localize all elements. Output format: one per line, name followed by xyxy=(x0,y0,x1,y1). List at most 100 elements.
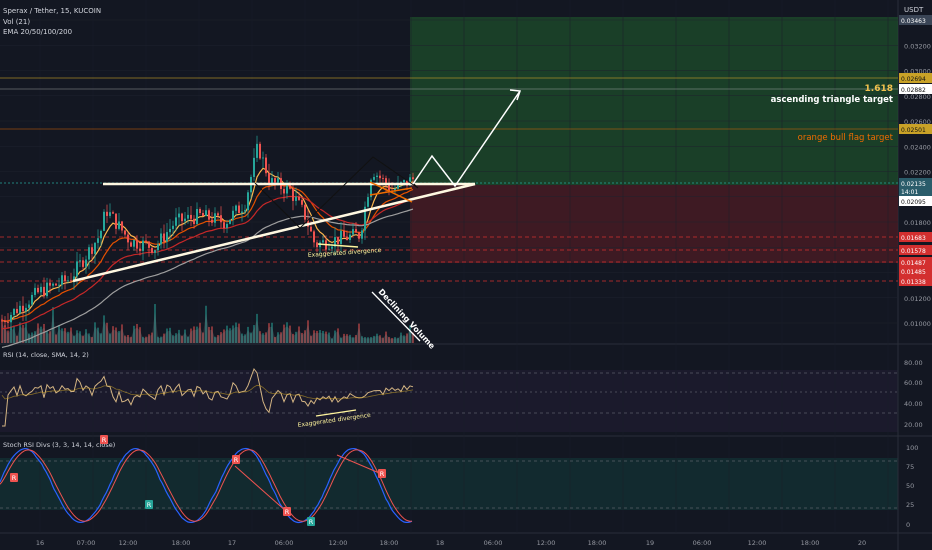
candle-body xyxy=(394,188,396,192)
candle-body xyxy=(304,204,306,220)
bull-flag-bottom[interactable] xyxy=(369,187,413,196)
harmonic-pattern[interactable] xyxy=(254,156,419,229)
price-tag xyxy=(899,196,932,206)
candle-body xyxy=(25,307,27,312)
stoch-marker xyxy=(100,435,108,444)
volume-bar xyxy=(304,330,306,343)
price-tag xyxy=(899,73,932,83)
price-tag-text: 0.03463 xyxy=(901,18,926,25)
candle-body xyxy=(16,308,18,314)
price-tag xyxy=(899,178,932,188)
volume-ma-area xyxy=(2,311,413,343)
volume-trend-line[interactable] xyxy=(371,291,421,342)
volume-bar xyxy=(397,337,399,343)
volume-bar xyxy=(25,323,27,343)
stoch-marker xyxy=(145,500,153,509)
candle-body xyxy=(91,247,93,254)
candle-body xyxy=(238,205,240,213)
candle-body xyxy=(328,248,330,250)
price-tick: 0.02400 xyxy=(904,143,931,151)
candle-body xyxy=(259,143,261,159)
volume-bar xyxy=(271,322,273,343)
candle-body xyxy=(403,180,405,183)
volume-bar xyxy=(136,323,138,343)
candle-body xyxy=(124,230,126,235)
rsi-tick: 60.00 xyxy=(904,379,923,387)
price-tick: 0.01200 xyxy=(904,295,931,303)
candle-body xyxy=(412,177,414,180)
stoch-marker-text: R xyxy=(147,501,152,509)
candle-body xyxy=(283,188,285,194)
candle-body xyxy=(169,228,171,233)
volume-bar xyxy=(274,336,276,343)
time-tick: 06:00 xyxy=(693,539,712,547)
volume-bar xyxy=(277,332,279,343)
volume-bar xyxy=(58,325,60,343)
volume-bar xyxy=(388,336,390,343)
candle-body xyxy=(103,211,105,231)
volume-bar xyxy=(343,333,345,343)
candle-body xyxy=(52,283,54,286)
candle-body xyxy=(310,226,312,232)
volume-bar xyxy=(316,330,318,343)
volume-bar xyxy=(85,329,87,343)
volume-bar xyxy=(154,304,156,343)
volume-bar xyxy=(127,334,129,343)
volume-bar xyxy=(325,331,327,343)
candle-body xyxy=(262,157,264,159)
candle-body xyxy=(358,232,360,239)
volume-bar xyxy=(220,332,222,343)
candle-body xyxy=(289,185,291,189)
stoch-marker-text: R xyxy=(285,508,290,516)
rsi-divergence-line[interactable] xyxy=(315,409,357,417)
candle-body xyxy=(121,221,123,231)
candle-body xyxy=(172,225,174,229)
price-tag-text: 0.01578 xyxy=(901,248,926,255)
volume-bar xyxy=(142,336,144,343)
volume-bar xyxy=(253,325,255,343)
candle-body xyxy=(31,294,33,305)
price-tag-text: 0.02501 xyxy=(901,127,926,134)
time-tick: 18:00 xyxy=(380,539,399,547)
volume-bar xyxy=(352,337,354,343)
fib-label: 1.618 xyxy=(865,84,893,94)
divergence-line[interactable] xyxy=(317,243,359,248)
volume-bar xyxy=(244,334,246,343)
rsi-title: RSI (14, close, SMA, 14, 2) xyxy=(3,351,89,359)
volume-bar xyxy=(1,318,3,343)
volume-bar xyxy=(160,336,162,343)
price-axis[interactable]: 0.034000.032000.030000.028000.026000.024… xyxy=(899,15,932,328)
volume-bar xyxy=(337,328,339,343)
volume-bar xyxy=(76,330,78,343)
price-tag xyxy=(899,245,932,255)
candle-body xyxy=(292,188,294,201)
volume-bar xyxy=(49,331,51,343)
volume-bar xyxy=(202,332,204,343)
volume-bar xyxy=(19,322,21,343)
volume-bar xyxy=(175,333,177,343)
projection-arrow[interactable] xyxy=(412,90,521,188)
candle-body xyxy=(115,213,117,229)
volume-bar xyxy=(346,334,348,343)
rsi-tick: 80.00 xyxy=(904,359,923,367)
time-axis[interactable]: 16 07:00 12:00 18:00 17 06:00 12:00 18:00 18 06:0… xyxy=(36,539,866,547)
candle-body xyxy=(97,238,99,243)
price-tag xyxy=(899,232,932,242)
volume-bar xyxy=(400,332,402,343)
volume-bar xyxy=(265,332,267,343)
stoch-k-line xyxy=(0,447,413,524)
stoch-axis: 100 75 50 25 0 xyxy=(906,444,918,529)
price-tick: 0.01000 xyxy=(904,320,931,328)
price-tag-text: 0.02882 xyxy=(901,87,926,94)
candle-body xyxy=(106,211,108,216)
volume-bar xyxy=(115,327,117,343)
stoch-marker-text: R xyxy=(12,474,17,482)
volume-bar xyxy=(169,327,171,343)
volume-bar xyxy=(226,325,228,343)
time-tick: 16 xyxy=(36,539,44,547)
candle-body xyxy=(178,213,180,218)
price-tag-text: 0.01485 xyxy=(901,269,926,276)
volume-bar xyxy=(367,337,369,343)
volume-bar xyxy=(292,333,294,343)
